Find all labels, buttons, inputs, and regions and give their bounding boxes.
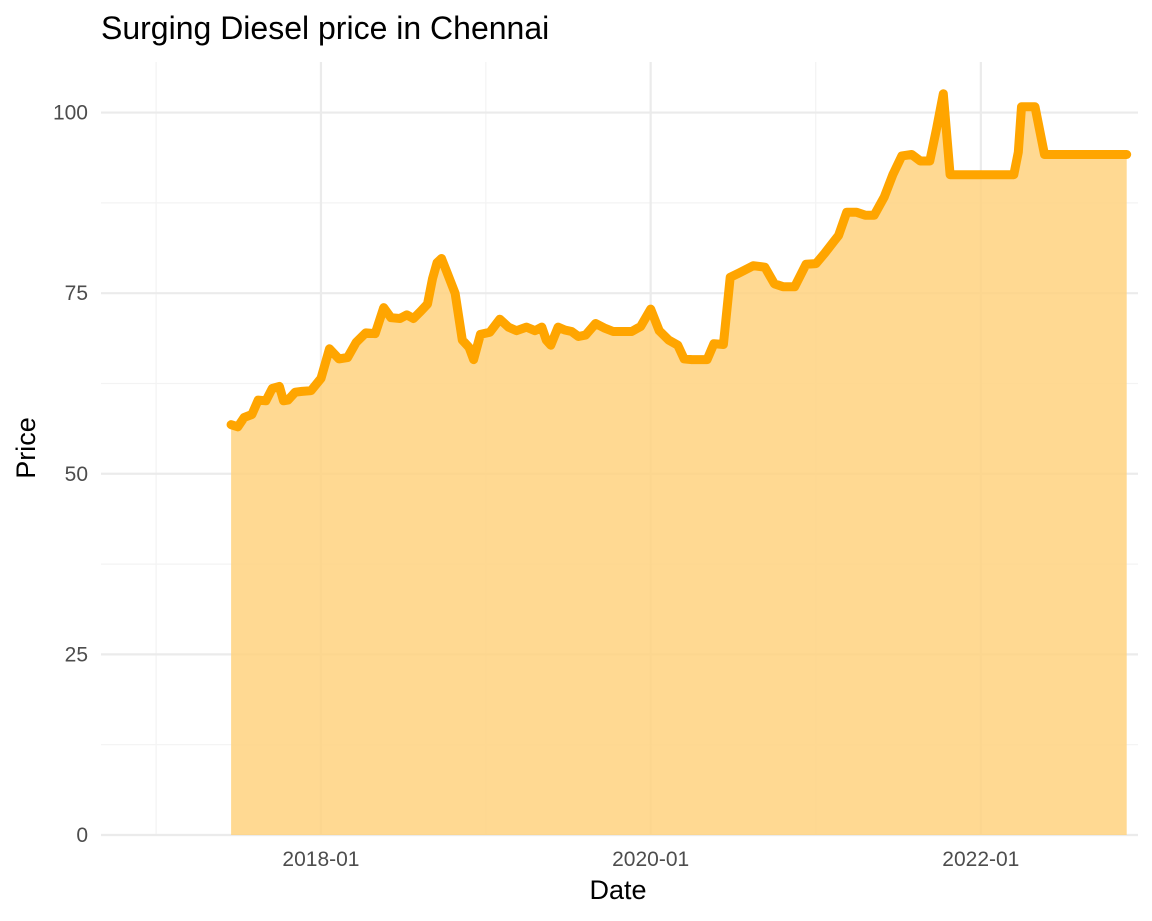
price-area-fill — [231, 93, 1127, 836]
x-tick-label: 2020-01 — [612, 848, 689, 871]
x-tick-label: 2022-01 — [942, 848, 1019, 871]
x-tick-label: 2018-01 — [282, 848, 359, 871]
y-tick-label: 25 — [65, 643, 88, 666]
x-axis-title: Date — [589, 875, 646, 905]
y-tick-label: 0 — [76, 824, 88, 847]
x-axis-ticks: 2018-01 2020-01 2022-01 — [282, 848, 1019, 871]
y-tick-label: 50 — [65, 463, 88, 486]
chart-title: Surging Diesel price in Chennai — [101, 10, 549, 46]
y-axis-ticks: 0 25 50 75 100 — [53, 102, 88, 847]
price-line — [226, 89, 1132, 432]
y-tick-label: 75 — [65, 282, 88, 305]
y-axis-title: Price — [11, 417, 41, 479]
y-tick-label: 100 — [53, 102, 88, 125]
